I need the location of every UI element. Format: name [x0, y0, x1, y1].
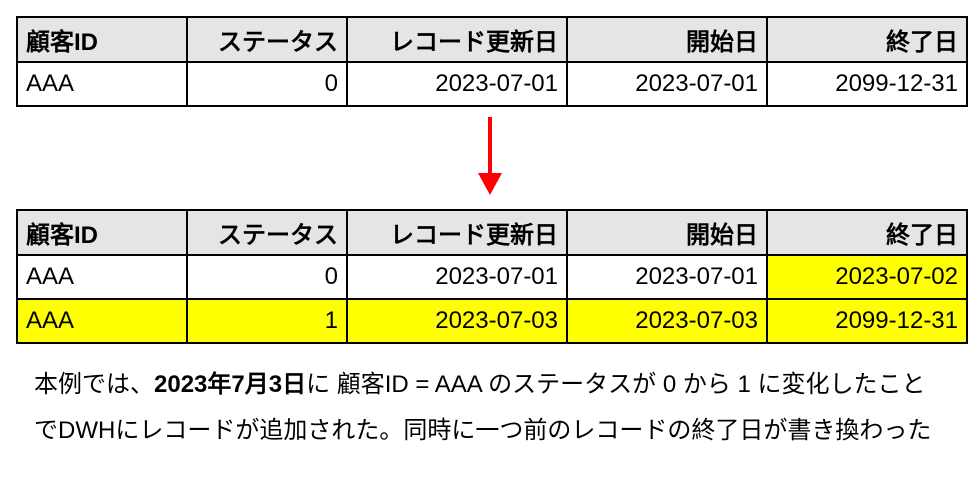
cell-end-date: 2099-12-31 [767, 299, 967, 343]
col-header-update-date: レコード更新日 [347, 210, 567, 255]
cell-update-date: 2023-07-01 [347, 255, 567, 299]
cell-customer-id: AAA [17, 62, 187, 106]
col-header-start-date: 開始日 [567, 210, 767, 255]
cell-update-date: 2023-07-03 [347, 299, 567, 343]
cell-end-date: 2023-07-02 [767, 255, 967, 299]
cell-start-date: 2023-07-01 [567, 62, 767, 106]
table-row: AAA 0 2023-07-01 2023-07-01 2099-12-31 [17, 62, 967, 106]
table-row: AAA 1 2023-07-03 2023-07-03 2099-12-31 [17, 299, 967, 343]
table-after: 顧客ID ステータス レコード更新日 開始日 終了日 AAA 0 2023-07… [16, 209, 968, 344]
col-header-customer-id: 顧客ID [17, 210, 187, 255]
table-header-row: 顧客ID ステータス レコード更新日 開始日 終了日 [17, 210, 967, 255]
arrow-down [16, 107, 964, 209]
col-header-customer-id: 顧客ID [17, 17, 187, 62]
table-header-row: 顧客ID ステータス レコード更新日 開始日 終了日 [17, 17, 967, 62]
caption-pre: 本例では、 [34, 371, 154, 398]
cell-status: 0 [187, 62, 347, 106]
cell-customer-id: AAA [17, 299, 187, 343]
table-before: 顧客ID ステータス レコード更新日 開始日 終了日 AAA 0 2023-07… [16, 16, 968, 107]
cell-end-date: 2099-12-31 [767, 62, 967, 106]
table-row: AAA 0 2023-07-01 2023-07-01 2023-07-02 [17, 255, 967, 299]
caption-text: 本例では、2023年7月3日に 顧客ID = AAA のステータスが 0 から … [34, 362, 934, 453]
col-header-update-date: レコード更新日 [347, 17, 567, 62]
caption-bold: 2023年7月3日 [154, 371, 306, 398]
col-header-end-date: 終了日 [767, 210, 967, 255]
col-header-status: ステータス [187, 17, 347, 62]
col-header-start-date: 開始日 [567, 17, 767, 62]
cell-status: 0 [187, 255, 347, 299]
col-header-end-date: 終了日 [767, 17, 967, 62]
col-header-status: ステータス [187, 210, 347, 255]
cell-customer-id: AAA [17, 255, 187, 299]
cell-start-date: 2023-07-01 [567, 255, 767, 299]
cell-update-date: 2023-07-01 [347, 62, 567, 106]
cell-status: 1 [187, 299, 347, 343]
arrow-down-icon [470, 117, 510, 195]
cell-start-date: 2023-07-03 [567, 299, 767, 343]
